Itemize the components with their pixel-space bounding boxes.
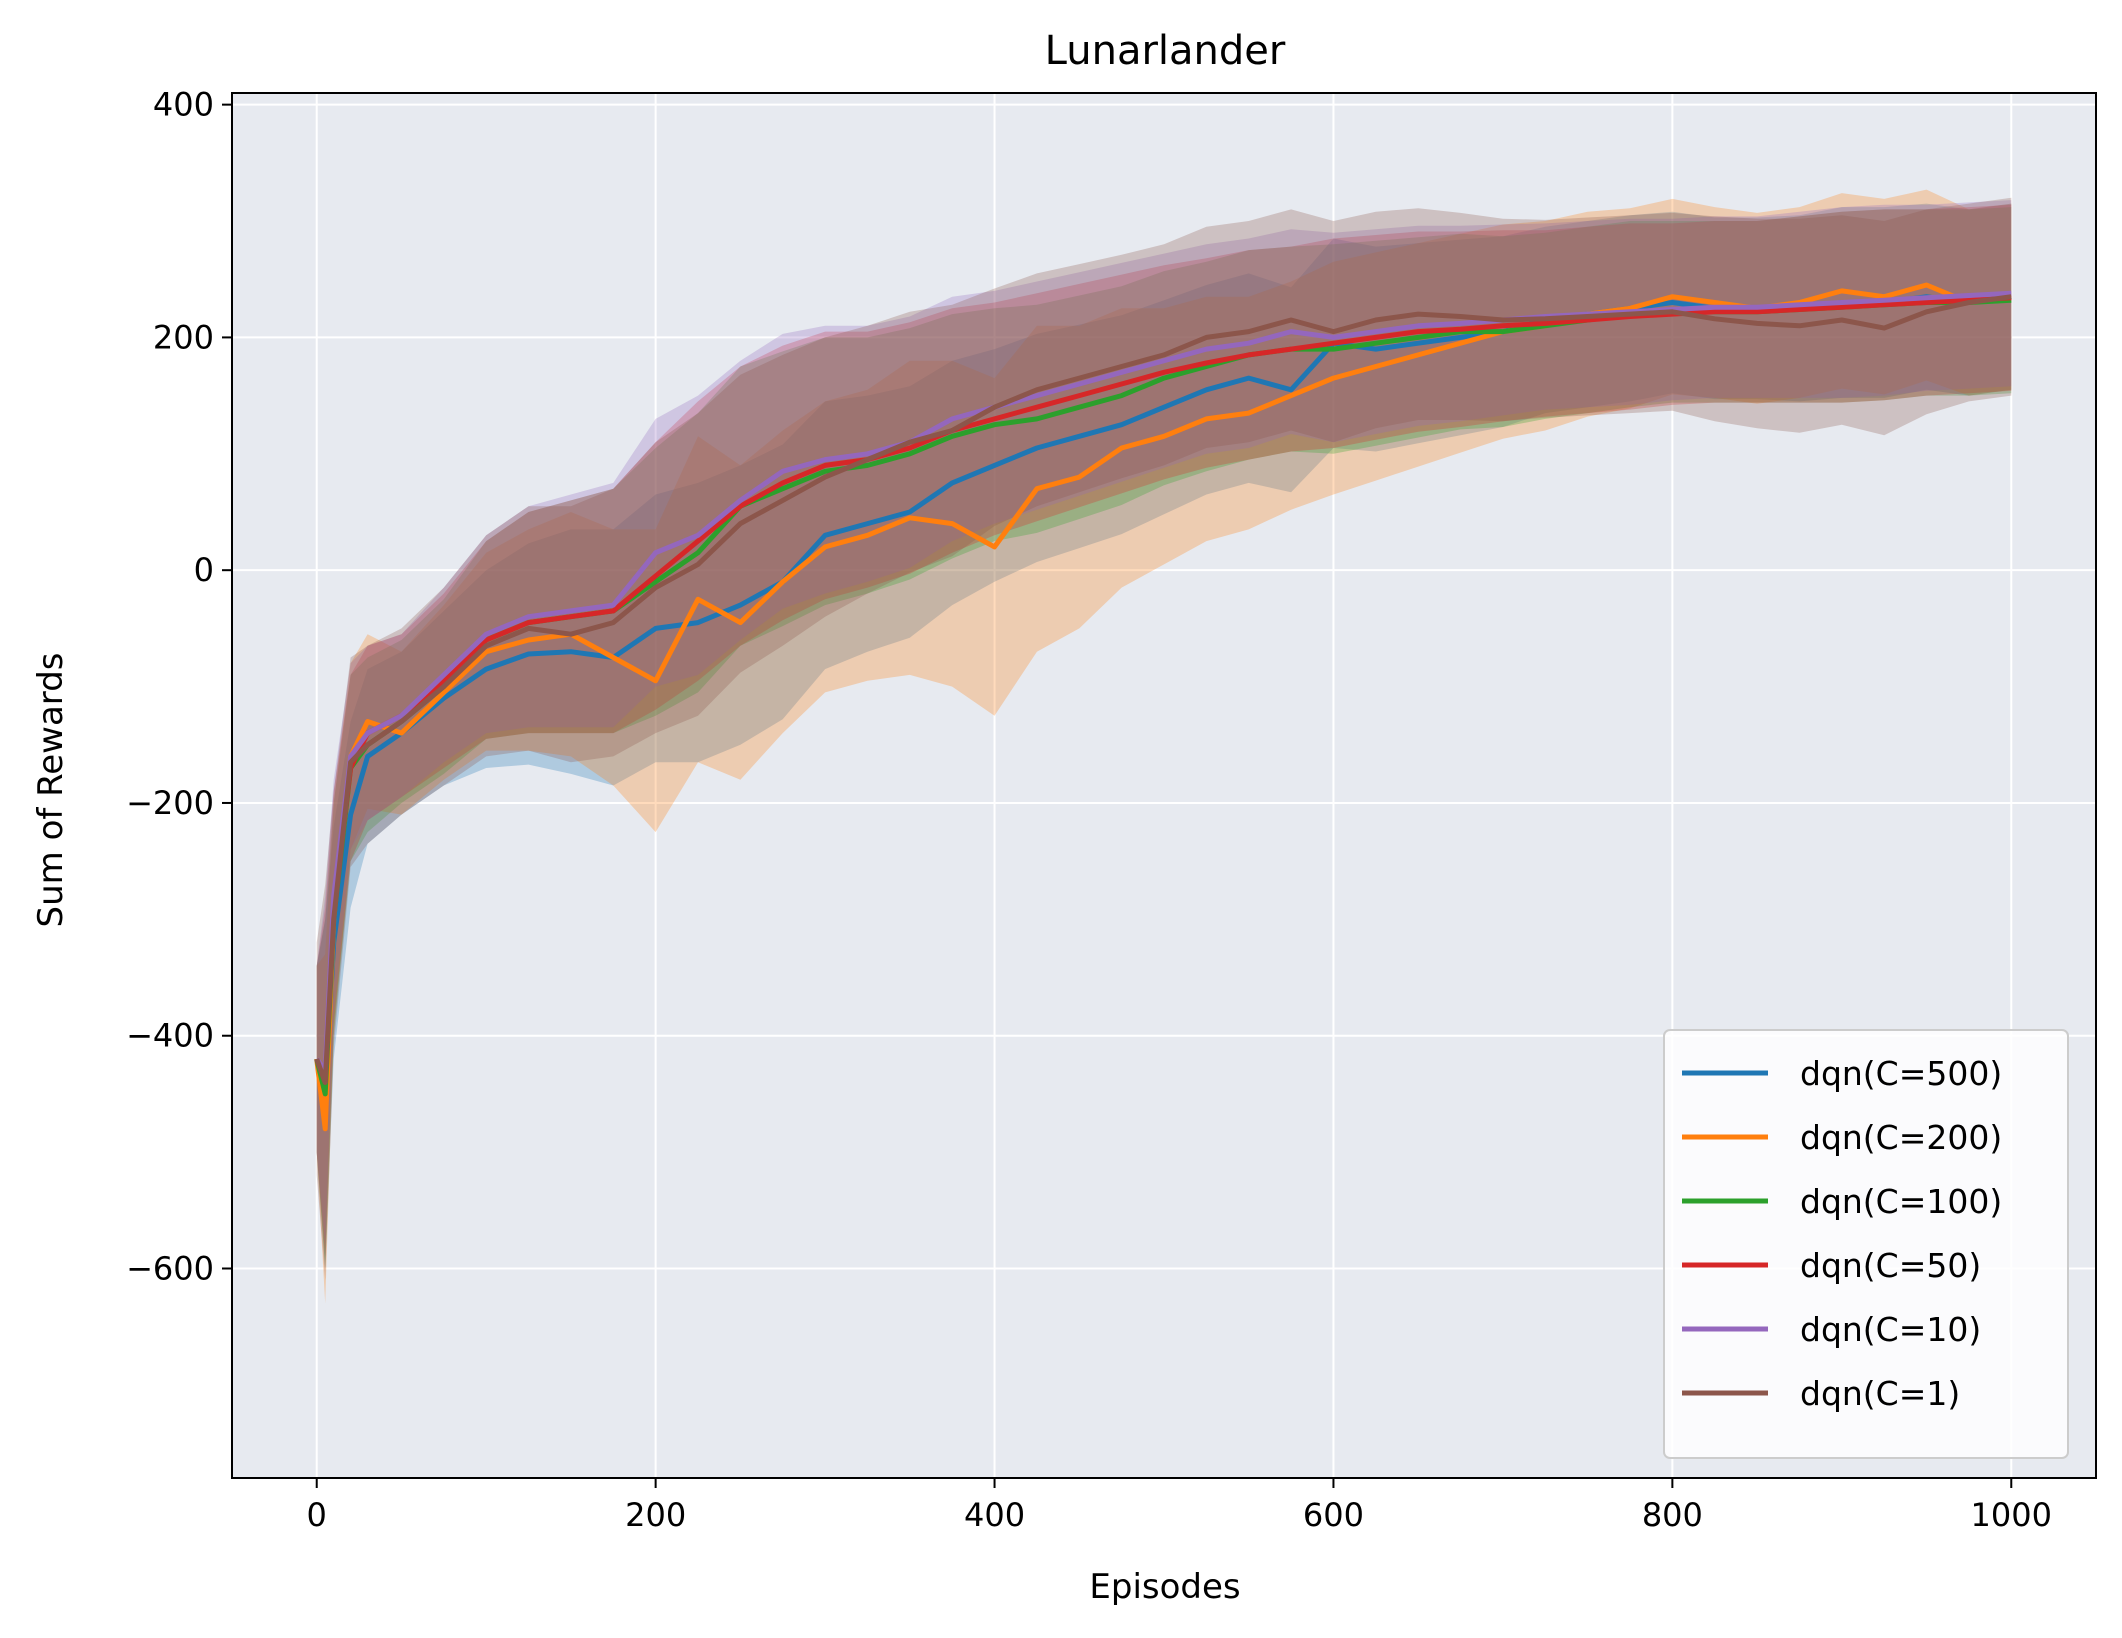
legend-label: dqn(C=500): [1800, 1054, 2002, 1093]
y-tick-label: −200: [126, 784, 214, 822]
legend-label: dqn(C=50): [1800, 1246, 1981, 1285]
plot-frame: [231, 92, 2097, 1479]
confidence-bands: [316, 189, 2012, 1304]
x-tick-label: 400: [964, 1496, 1025, 1534]
line-series-6: [314, 294, 2012, 1085]
x-tick-label: 800: [1642, 1496, 1703, 1534]
y-axis-label: Sum of Rewards: [31, 653, 71, 928]
x-tick-label: 0: [307, 1496, 327, 1534]
x-axis-label: Episodes: [1089, 1567, 1240, 1607]
band-series-6: [316, 197, 2012, 1281]
chart-title: Lunarlander: [1045, 28, 1286, 74]
x-tick-label: 1000: [1971, 1496, 2052, 1534]
series-lines: [314, 282, 2012, 1132]
legend-label: dqn(C=200): [1800, 1118, 2002, 1157]
legend-label: dqn(C=100): [1800, 1182, 2002, 1221]
gridlines: [232, 93, 2096, 1478]
band-series-3: [316, 207, 2012, 1269]
legend: dqn(C=500) dqn(C=200) dqn(C=100) dqn(C=50) d…: [1663, 1029, 2069, 1459]
y-axis-ticks: −600 −400 −200 0 200 400: [126, 86, 232, 1288]
legend-label: dqn(C=1): [1800, 1374, 1960, 1413]
y-tick-label: 0: [194, 551, 214, 589]
y-tick-label: 200: [153, 318, 214, 356]
y-tick-label: 400: [153, 86, 214, 124]
band-series-2: [316, 189, 2012, 1304]
band-series-4: [316, 204, 2012, 1257]
legend-label: dqn(C=10): [1800, 1310, 1981, 1349]
line-series-5: [314, 290, 2012, 1074]
band-series-1: [316, 203, 2012, 1269]
x-tick-label: 600: [1303, 1496, 1364, 1534]
y-tick-label: −600: [126, 1250, 214, 1288]
line-series-2: [314, 282, 2012, 1132]
x-axis-ticks: 0 200 400 600 800 1000: [307, 1478, 2052, 1534]
line-series-4: [314, 295, 2012, 1085]
band-series-5: [316, 200, 2012, 1246]
x-tick-label: 200: [625, 1496, 686, 1534]
y-tick-label: −400: [126, 1017, 214, 1055]
